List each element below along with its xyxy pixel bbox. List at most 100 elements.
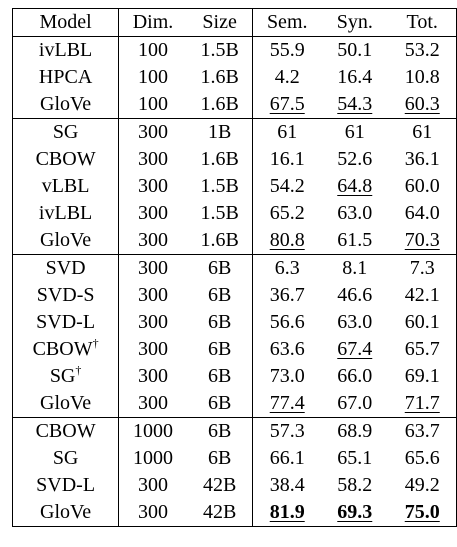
cell-syn: 46.6 — [321, 282, 388, 309]
value-dim: 100 — [138, 66, 168, 88]
value-size: 1.6B — [200, 66, 239, 88]
value-size: 1.6B — [200, 229, 239, 251]
model-name: SVD-L — [36, 474, 96, 496]
cell-sem: 4.2 — [253, 64, 321, 91]
cell-model: GloVe — [12, 227, 120, 255]
cell-dim: 100 — [119, 37, 187, 65]
value-tot: 70.3 — [404, 229, 440, 251]
cell-syn: 65.1 — [321, 445, 388, 472]
model-name: GloVe — [40, 501, 92, 523]
value-dim: 300 — [138, 501, 168, 523]
value-syn: 8.1 — [342, 257, 368, 279]
value-tot: 49.2 — [404, 474, 440, 496]
table-row: GloVe 300 6B 77.4 67.0 71.7 — [12, 390, 457, 418]
cell-dim: 300 — [118, 254, 187, 282]
value-sem: 61 — [277, 121, 298, 143]
model-name: GloVe — [40, 229, 92, 251]
cell-model: vLBL — [12, 173, 120, 200]
value-tot: 71.7 — [404, 392, 440, 414]
cell-size: 6B — [186, 282, 254, 309]
cell-sem: 38.4 — [253, 472, 321, 499]
value-sem: 16.1 — [269, 148, 305, 170]
value-tot: 53.2 — [404, 39, 440, 61]
cell-tot: 71.7 — [389, 390, 457, 418]
value-syn: 61.5 — [337, 229, 373, 251]
cell-model: GloVe — [12, 91, 120, 119]
cell-size: 1B — [186, 118, 254, 146]
cell-dim: 300 — [119, 390, 187, 418]
value-dim: 100 — [138, 39, 168, 61]
cell-size: 1.6B — [186, 146, 254, 173]
value-syn: 68.9 — [337, 420, 373, 442]
table-row: vLBL 300 1.5B 54.2 64.8 60.0 — [12, 173, 457, 200]
cell-dim: 300 — [119, 472, 187, 499]
cell-tot: 64.0 — [389, 200, 457, 227]
value-dim: 300 — [138, 284, 168, 306]
value-tot: 65.6 — [404, 447, 440, 469]
model-name: GloVe — [40, 93, 92, 115]
cell-sem: 63.6 — [253, 336, 321, 363]
value-tot: 42.1 — [404, 284, 440, 306]
cell-syn: 8.1 — [321, 254, 389, 282]
value-size: 1.5B — [200, 39, 239, 61]
header-tot: Tot. — [388, 8, 457, 37]
value-sem: 6.3 — [274, 257, 300, 279]
value-size: 1.5B — [200, 175, 239, 197]
cell-syn: 69.3 — [321, 499, 388, 527]
cell-sem: 80.8 — [253, 227, 321, 255]
cell-syn: 64.8 — [321, 173, 388, 200]
value-size: 6B — [207, 392, 232, 414]
table-row: ivLBL 100 1.5B 55.9 50.1 53.2 — [12, 36, 457, 65]
cell-tot: 7.3 — [388, 254, 457, 282]
value-size: 42B — [202, 501, 237, 523]
value-dim: 300 — [138, 175, 168, 197]
cell-model: SVD-S — [12, 282, 120, 309]
value-syn: 46.6 — [337, 284, 373, 306]
value-sem: 77.4 — [269, 392, 305, 414]
value-size: 6B — [207, 257, 232, 279]
dagger-mark: † — [92, 336, 99, 350]
value-tot: 60.3 — [404, 93, 440, 115]
cell-model: SVD-L — [12, 309, 120, 336]
cell-syn: 66.0 — [321, 363, 388, 390]
value-size: 1.6B — [200, 148, 239, 170]
cell-syn: 50.1 — [321, 37, 388, 65]
table-row: SG 1000 6B 66.1 65.1 65.6 — [12, 445, 457, 472]
value-size: 6B — [207, 365, 232, 387]
cell-tot: 65.6 — [389, 445, 457, 472]
value-dim: 300 — [138, 311, 168, 333]
cell-tot: 10.8 — [389, 64, 457, 91]
cell-sem: 73.0 — [253, 363, 321, 390]
value-syn: 52.6 — [337, 148, 373, 170]
model-name: ivLBL — [38, 202, 93, 224]
cell-dim: 300 — [119, 227, 187, 255]
cell-model: CBOW — [12, 417, 120, 445]
results-table-wrapper: Model Dim. Size Sem. Syn. Tot. ivLBL 100 1… — [12, 8, 457, 527]
cell-size: 6B — [186, 254, 254, 282]
cell-sem: 66.1 — [253, 445, 321, 472]
value-size: 1.6B — [200, 93, 239, 115]
cell-model: SG — [12, 118, 120, 146]
cell-size: 6B — [186, 390, 254, 418]
cell-sem: 55.9 — [253, 37, 321, 65]
cell-size: 42B — [186, 472, 254, 499]
value-sem: 54.2 — [269, 175, 305, 197]
value-syn: 61 — [344, 121, 365, 143]
cell-syn: 68.9 — [321, 417, 389, 445]
value-size: 6B — [207, 284, 232, 306]
cell-sem: 57.3 — [252, 417, 322, 445]
table-row: CBOW† 300 6B 63.6 67.4 65.7 — [12, 336, 457, 363]
cell-size: 1.5B — [186, 200, 254, 227]
value-dim: 300 — [138, 338, 168, 360]
table-row: CBOW 300 1.6B 16.1 52.6 36.1 — [12, 146, 457, 173]
cell-dim: 100 — [119, 64, 187, 91]
value-syn: 16.4 — [337, 66, 373, 88]
cell-size: 1.6B — [186, 64, 254, 91]
cell-model: SG† — [12, 363, 120, 390]
model-name: GloVe — [40, 392, 92, 414]
cell-size: 1.5B — [186, 36, 254, 64]
dagger-mark: † — [75, 363, 82, 377]
cell-dim: 300 — [119, 200, 187, 227]
cell-model: ivLBL — [12, 36, 120, 64]
value-tot: 36.1 — [404, 148, 440, 170]
